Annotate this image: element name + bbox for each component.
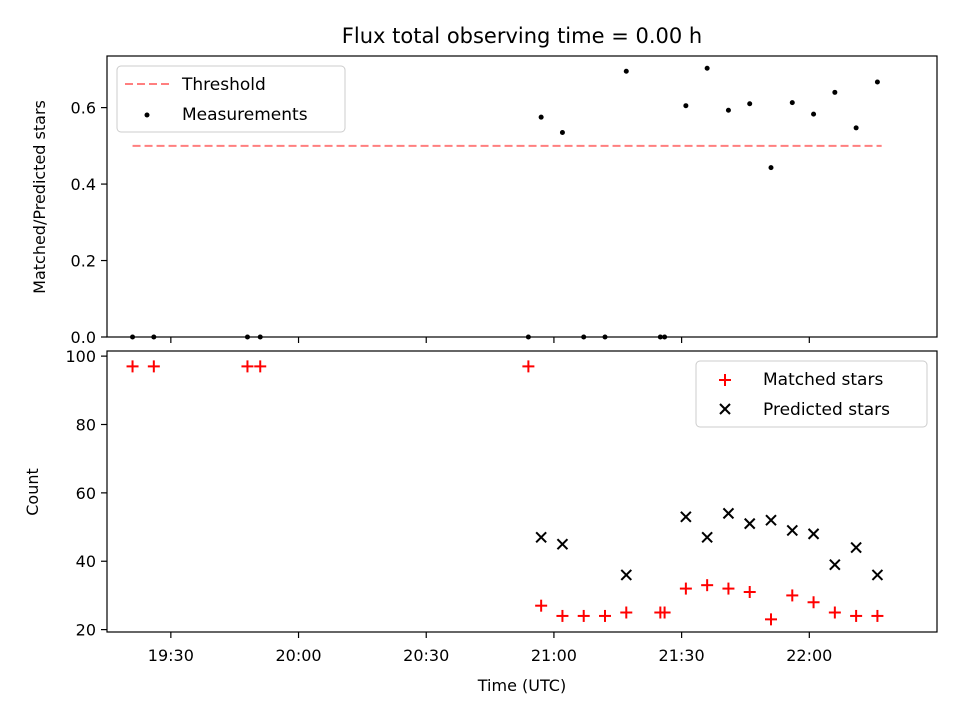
measurement-point [832, 89, 838, 95]
x-tick-label: 21:30 [659, 646, 705, 665]
predicted-star-marker [829, 558, 841, 571]
measurement-point [538, 114, 544, 120]
matched-star-marker [522, 360, 535, 373]
bottom-y-tick-label: 40 [76, 552, 96, 571]
predicted-star-marker [850, 541, 862, 554]
matched-star-marker [743, 586, 756, 599]
matched-star-marker [701, 579, 714, 592]
measurement-point [789, 100, 795, 106]
matched-star-marker [147, 360, 160, 373]
predicted-star-marker [871, 569, 884, 581]
top-y-axis: 0.0 0.2 0.4 0.6 [71, 99, 107, 347]
matched-star-marker [850, 609, 863, 622]
top-y-tick-label: 0.4 [71, 175, 96, 194]
predicted-star-marker [765, 514, 777, 526]
x-axis-label: Time (UTC) [477, 676, 566, 695]
predicted-star-marker [722, 507, 735, 520]
predicted-star-marker [556, 538, 569, 550]
x-tick-label: 20:30 [403, 646, 449, 665]
predicted-star-marker [786, 524, 798, 537]
bottom-y-tick-label: 60 [76, 484, 96, 503]
matched-star-marker [254, 360, 267, 373]
predicted-star-marker [807, 528, 820, 540]
measurement-point [559, 129, 565, 135]
top-x-axis [170, 337, 810, 343]
measurement-point [853, 125, 859, 131]
legend-measurements-label: Measurements [182, 105, 308, 125]
x-tick-label: 22:00 [786, 646, 832, 665]
x-tick-label: 21:00 [531, 646, 577, 665]
predicted-star-marker [680, 511, 692, 523]
matched-star-marker [679, 582, 692, 595]
predicted-star-marker [535, 531, 547, 544]
matched-star-marker [126, 360, 139, 373]
bottom-panel: 20 40 60 80 100 19:30 20:00 20:30 21:00 21:30 22:… [23, 347, 938, 695]
bottom-plot-marks [126, 360, 884, 626]
predicted-star-marker [701, 531, 713, 544]
bottom-y-tick-label: 100 [65, 347, 96, 366]
top-y-tick-label: 0.0 [71, 328, 96, 347]
matched-star-marker [765, 613, 777, 626]
bottom-x-axis: 19:30 20:00 20:30 21:00 21:30 22:00 [148, 632, 832, 665]
matched-star-marker [620, 606, 633, 619]
matched-star-marker [577, 609, 590, 622]
top-panel: 0.0 0.2 0.4 0.6 Matched/Predicted stars Thr… [30, 55, 938, 347]
predicted-star-marker [744, 517, 756, 530]
top-y-tick-label: 0.2 [71, 252, 96, 271]
legend-predicted-marker [719, 403, 731, 415]
chart-title: Flux total observing time = 0.00 h [342, 24, 702, 48]
bottom-y-axis: 20 40 60 80 100 [65, 347, 107, 640]
bottom-y-tick-label: 20 [76, 621, 96, 640]
legend-predicted-label: Predicted stars [763, 400, 890, 420]
matched-star-marker [556, 609, 569, 622]
measurement-point [747, 101, 753, 107]
legend-matched-marker [719, 374, 731, 386]
matched-star-marker [241, 360, 254, 373]
bottom-y-axis-label: Count [23, 468, 42, 516]
measurement-point [683, 103, 689, 109]
matched-star-marker [599, 609, 611, 622]
matched-star-marker [871, 609, 884, 622]
matched-star-marker [807, 596, 820, 609]
matched-star-marker [722, 582, 735, 595]
measurement-point [623, 68, 629, 74]
matched-star-marker [658, 606, 671, 619]
legend-measurements-marker [144, 112, 150, 118]
measurement-point [874, 79, 880, 85]
measurement-point [725, 107, 731, 113]
legend-matched-label: Matched stars [763, 370, 883, 390]
top-axes-frame [106, 55, 938, 338]
measurement-point [768, 165, 774, 171]
matched-star-marker [786, 589, 799, 602]
legend-threshold-label: Threshold [181, 75, 266, 95]
bottom-legend: Matched stars Predicted stars [695, 360, 928, 428]
measurement-point [811, 111, 817, 117]
x-tick-label: 19:30 [148, 646, 194, 665]
x-tick-label: 20:00 [275, 646, 321, 665]
top-y-tick-label: 0.6 [71, 99, 96, 118]
predicted-star-marker [620, 569, 632, 581]
bottom-axes-frame [106, 350, 938, 633]
bottom-y-tick-label: 80 [76, 415, 96, 434]
matched-star-marker [828, 606, 841, 619]
top-plot-marks [130, 65, 882, 340]
measurement-point [704, 65, 710, 71]
matched-star-marker [535, 599, 548, 612]
top-y-axis-label: Matched/Predicted stars [30, 100, 49, 294]
top-legend: Threshold Measurements [116, 65, 346, 133]
